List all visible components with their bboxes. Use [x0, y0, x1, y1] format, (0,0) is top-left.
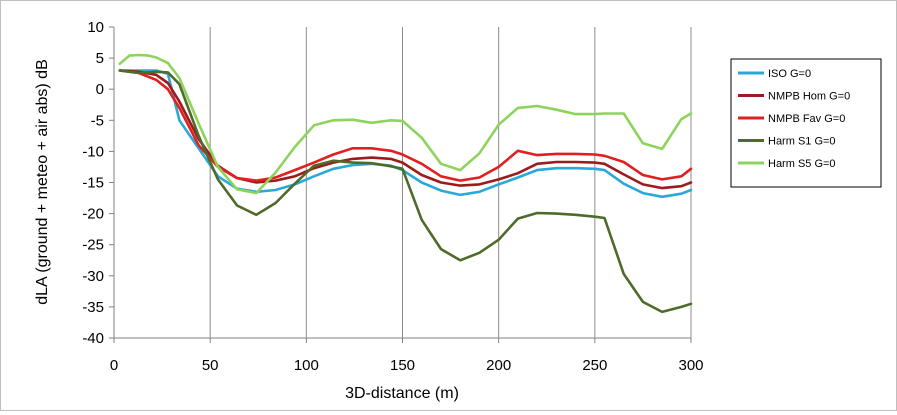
y-tick-label: -30 — [82, 268, 104, 285]
y-tick-label: -40 — [82, 330, 104, 347]
x-axis-label: 3D-distance (m) — [345, 385, 459, 402]
y-tick-label: 5 — [96, 50, 104, 67]
series-line-5 — [118, 53, 693, 195]
x-tick-label: 300 — [678, 357, 703, 374]
x-tick-label: 50 — [202, 357, 219, 374]
series-lines — [118, 53, 693, 314]
x-tick-label: 150 — [390, 357, 415, 374]
x-tick-label: 200 — [486, 357, 511, 374]
y-tick-label: -5 — [91, 112, 104, 129]
y-tick-label: 0 — [96, 81, 104, 98]
series-line-4 — [118, 69, 693, 314]
x-tick-label: 0 — [110, 357, 118, 374]
x-tick-label: 100 — [294, 357, 319, 374]
y-axis-label: dLA (ground + meteo + air abs) dB — [34, 59, 51, 304]
legend-label-3: NMPB Fav G=0 — [768, 113, 845, 125]
legend-label-2: NMPB Hom G=0 — [768, 91, 850, 103]
axes — [109, 26, 692, 343]
legend-label-4: Harm S1 G=0 — [768, 136, 836, 148]
y-tick-label: -15 — [82, 175, 104, 192]
x-tick-label: 250 — [582, 357, 607, 374]
y-tick-label: -20 — [82, 206, 104, 223]
y-tick-label: -35 — [82, 299, 104, 316]
y-tick-label: 10 — [87, 19, 104, 36]
legend-box — [730, 58, 882, 188]
legend: ISO G=0 NMPB Hom G=0 NMPB Fav G=0 Harm S1 G… — [730, 58, 882, 188]
y-tick-label: -10 — [82, 143, 104, 160]
legend-label-1: ISO G=0 — [768, 68, 811, 80]
legend-label-5: Harm S5 G=0 — [768, 158, 836, 170]
y-tick-label: -25 — [82, 237, 104, 254]
